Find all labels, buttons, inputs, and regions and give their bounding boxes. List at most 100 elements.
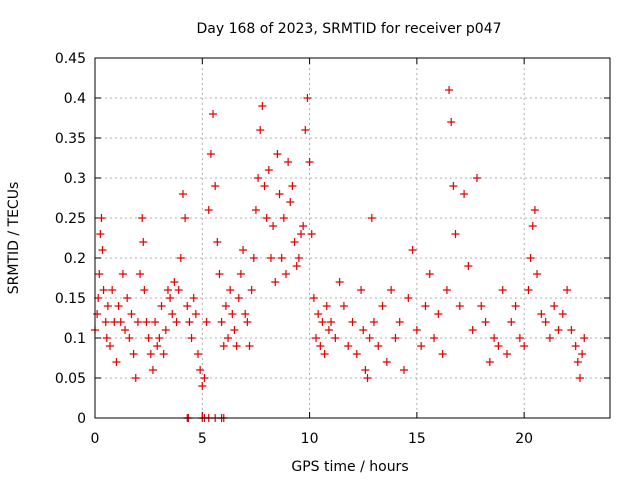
data-point bbox=[515, 334, 524, 342]
data-point bbox=[526, 254, 535, 262]
data-point bbox=[348, 318, 357, 326]
data-point bbox=[98, 246, 107, 254]
data-point bbox=[204, 206, 213, 214]
data-point bbox=[121, 326, 130, 334]
data-point bbox=[507, 318, 516, 326]
data-point bbox=[524, 286, 533, 294]
data-point bbox=[211, 182, 220, 190]
data-point bbox=[284, 158, 293, 166]
data-point bbox=[449, 182, 458, 190]
data-point bbox=[314, 310, 323, 318]
data-point bbox=[139, 238, 148, 246]
data-point bbox=[434, 310, 443, 318]
data-point bbox=[103, 302, 112, 310]
data-point bbox=[155, 334, 164, 342]
data-point bbox=[262, 214, 271, 222]
data-point bbox=[316, 342, 325, 350]
data-point bbox=[571, 342, 580, 350]
data-point bbox=[234, 294, 243, 302]
data-point bbox=[563, 286, 572, 294]
data-point bbox=[578, 350, 587, 358]
data-point bbox=[294, 254, 303, 262]
data-point bbox=[378, 302, 387, 310]
data-point bbox=[363, 374, 372, 382]
data-point bbox=[178, 190, 187, 198]
data-point bbox=[161, 326, 170, 334]
data-point bbox=[498, 286, 507, 294]
y-tick-label: 0.1 bbox=[64, 331, 86, 347]
data-point bbox=[503, 350, 511, 358]
data-point bbox=[395, 318, 404, 326]
data-point bbox=[217, 318, 226, 326]
data-point bbox=[93, 310, 102, 318]
data-point bbox=[168, 310, 177, 318]
plot-frame bbox=[94, 57, 611, 419]
data-point bbox=[151, 318, 160, 326]
data-point bbox=[533, 270, 542, 278]
data-point bbox=[116, 318, 125, 326]
data-point bbox=[127, 310, 136, 318]
x-tick-label: 15 bbox=[408, 431, 426, 447]
data-point bbox=[94, 294, 103, 302]
data-point bbox=[455, 302, 464, 310]
data-point bbox=[241, 310, 250, 318]
data-point bbox=[275, 190, 284, 198]
data-point bbox=[266, 254, 275, 262]
data-point bbox=[219, 342, 228, 350]
data-point bbox=[359, 326, 368, 334]
data-point bbox=[447, 118, 456, 126]
data-point bbox=[176, 254, 185, 262]
data-point bbox=[412, 326, 421, 334]
data-point bbox=[189, 294, 198, 302]
data-point bbox=[202, 318, 211, 326]
data-point bbox=[196, 366, 205, 374]
data-point bbox=[537, 310, 546, 318]
data-point bbox=[417, 342, 426, 350]
data-point bbox=[575, 374, 584, 382]
data-point bbox=[96, 230, 105, 238]
data-point bbox=[187, 334, 196, 342]
data-point bbox=[460, 190, 469, 198]
data-point bbox=[215, 270, 224, 278]
data-point bbox=[185, 318, 194, 326]
data-point bbox=[318, 318, 327, 326]
data-point bbox=[131, 374, 140, 382]
data-point bbox=[256, 126, 265, 134]
data-point bbox=[239, 246, 248, 254]
data-point bbox=[430, 334, 439, 342]
data-point bbox=[464, 262, 473, 270]
data-point bbox=[451, 230, 460, 238]
data-point bbox=[421, 302, 430, 310]
data-point bbox=[191, 310, 200, 318]
data-point bbox=[249, 254, 258, 262]
data-point bbox=[142, 318, 151, 326]
x-axis-label: GPS time / hours bbox=[291, 459, 408, 475]
data-point bbox=[361, 366, 370, 374]
data-point bbox=[369, 318, 378, 326]
data-point bbox=[264, 166, 273, 174]
y-tick-label: 0.2 bbox=[64, 251, 86, 267]
data-point bbox=[230, 326, 239, 334]
data-point bbox=[382, 358, 391, 366]
data-point bbox=[367, 214, 376, 222]
data-point bbox=[545, 334, 554, 342]
data-point bbox=[485, 358, 494, 366]
data-point bbox=[511, 302, 520, 310]
data-point bbox=[136, 270, 145, 278]
data-point bbox=[554, 326, 563, 334]
data-point bbox=[251, 206, 260, 214]
data-point bbox=[490, 334, 499, 342]
data-point bbox=[558, 310, 567, 318]
data-point bbox=[144, 334, 153, 342]
data-point bbox=[157, 302, 166, 310]
data-point bbox=[327, 318, 336, 326]
data-point bbox=[125, 334, 134, 342]
data-point bbox=[172, 318, 181, 326]
data-point bbox=[335, 278, 344, 286]
data-point bbox=[408, 246, 417, 254]
data-point bbox=[322, 302, 331, 310]
data-point bbox=[528, 222, 537, 230]
data-point bbox=[170, 278, 179, 286]
data-point bbox=[226, 286, 235, 294]
chart-title: Day 168 of 2023, SRMTID for receiver p04… bbox=[196, 21, 501, 37]
